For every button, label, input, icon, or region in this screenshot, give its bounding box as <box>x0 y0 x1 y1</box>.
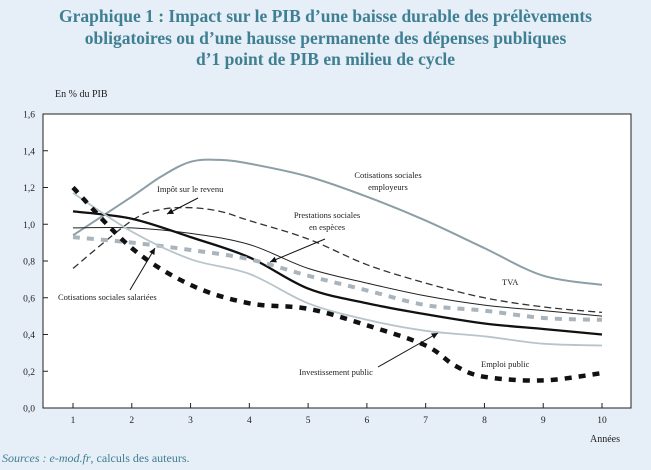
x-tick-label: 10 <box>597 416 607 426</box>
leader-arrowhead <box>149 248 155 255</box>
y-tick-label: 1,2 <box>23 184 35 194</box>
x-axis-title: Années <box>590 434 620 445</box>
series-line-tva <box>72 227 603 317</box>
leader-arrowhead <box>167 208 174 214</box>
annotation-impot-sur-le-revenu: Impôt sur le revenu <box>157 184 224 194</box>
annotation-cotisations-sociales-employeurs: employeurs <box>368 182 408 192</box>
chart-title-line-1: Graphique 1 : Impact sur le PIB d’une ba… <box>59 6 592 26</box>
x-tick-label: 1 <box>71 416 76 426</box>
annotation-emploi-public: Emploi public <box>481 359 530 369</box>
source-label: Sources : <box>2 451 50 465</box>
y-tick-label: 0,8 <box>23 258 35 268</box>
annotation-prestations-sociales-en-especes: Prestations sociales <box>294 210 360 220</box>
series-line-investissement-public <box>72 192 603 347</box>
source-rest: , calculs des auteurs. <box>90 451 190 465</box>
annotation-prestations-sociales-en-especes: en espèces <box>309 222 345 232</box>
x-tick-label: 9 <box>541 416 546 426</box>
chart-title: Graphique 1 : Impact sur le PIB d’une ba… <box>0 6 651 71</box>
y-tick-label: 0,6 <box>23 294 35 304</box>
y-tick-label: 0,4 <box>23 331 35 341</box>
annotation-cotisations-sociales-employeurs: Cotisations sociales <box>354 170 421 180</box>
annotation-cotisations-sociales-salariees: Cotisations sociales salariées <box>58 292 157 302</box>
plot-area <box>42 113 632 409</box>
series-line-cotisations-sociales-employeurs <box>72 158 603 286</box>
leader-arrowhead <box>270 256 277 263</box>
y-tick-label: 0,2 <box>23 368 35 378</box>
y-axis-title: En % du PIB <box>55 89 108 100</box>
series-line-impot-sur-le-revenu <box>72 210 603 336</box>
x-tick-label: 7 <box>423 416 428 426</box>
leader-arrowhead <box>431 333 438 339</box>
y-tick-label: 1,0 <box>23 221 35 231</box>
source-name: e-mod.fr <box>49 451 91 465</box>
series-line-prestations-sociales-en-especes <box>72 206 603 314</box>
x-tick-label: 4 <box>247 416 252 426</box>
source-note: Sources : e-mod.fr, calculs des auteurs. <box>2 451 190 466</box>
leader-line <box>377 332 439 368</box>
chart-title-line-2: obligatoires ou d’une hausse permanente … <box>84 27 567 48</box>
x-tick-label: 3 <box>188 416 193 426</box>
chart-title-line-3: d’1 point de PIB en milieu de cycle <box>195 49 456 69</box>
y-tick-label: 1,4 <box>23 147 35 157</box>
leader-line <box>129 247 156 291</box>
y-tick-label: 0,0 <box>23 405 35 415</box>
x-tick-label: 5 <box>306 416 311 426</box>
series-line-emploi-public <box>71 185 603 383</box>
x-tick-label: 8 <box>482 416 487 426</box>
line-chart: 0,0 0,2 0,4 0,6 0,8 1,0 1,2 1,4 1,6 1 2 3 4 5 6 7 8 9 10 En… <box>23 89 632 445</box>
x-tick-label: 6 <box>365 416 370 426</box>
annotation-investissement-public: Investissement public <box>299 367 373 377</box>
annotation-tva: TVA <box>502 277 519 287</box>
x-tick-label: 2 <box>129 416 134 426</box>
leader-line <box>269 238 326 263</box>
y-tick-label: 1,6 <box>23 111 35 121</box>
